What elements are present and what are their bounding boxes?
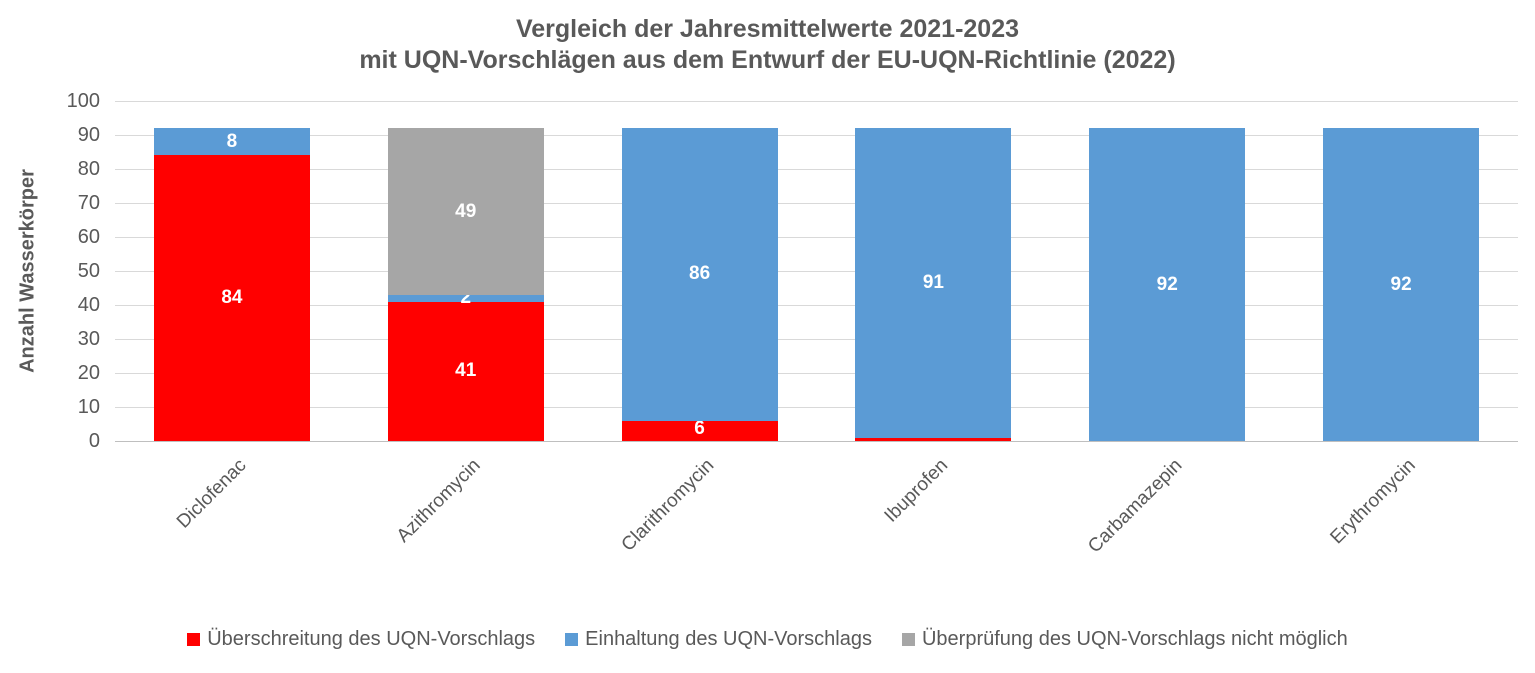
legend-swatch <box>901 633 915 646</box>
bar-value-label: 84 <box>221 287 243 309</box>
gridline <box>115 169 1518 170</box>
gridline <box>115 135 1518 136</box>
y-tick-label: 60 <box>77 226 100 248</box>
bar-value-label: 92 <box>1390 273 1412 295</box>
bar-segment <box>621 420 778 441</box>
y-tick-label: 0 <box>88 430 100 452</box>
bar-segment <box>1323 128 1480 441</box>
bar-segment <box>153 128 310 156</box>
bar-value-label: 86 <box>689 263 711 285</box>
x-category-label: Clarithromycin <box>617 455 719 556</box>
bar-value-label: 6 <box>694 418 705 439</box>
legend-item: Einhaltung des UQN-Vorschlags <box>565 628 872 651</box>
legend-swatch <box>187 633 201 646</box>
legend-item: Überprüfung des UQN-Vorschlags nicht mög… <box>901 628 1348 651</box>
bar-value-label: 91 <box>922 271 944 293</box>
bar-segment <box>1089 128 1246 441</box>
gridline <box>115 101 1518 102</box>
y-tick-label: 50 <box>77 260 100 282</box>
bar-value-label: 2 <box>460 287 472 309</box>
legend-item: Überschreitung des UQN-Vorschlags <box>187 628 535 651</box>
bar-segment <box>855 128 1012 438</box>
x-category-label: Ibuprofen <box>880 455 953 527</box>
bar-segment <box>153 155 310 441</box>
y-tick-label: 20 <box>77 362 100 384</box>
y-tick-label: 30 <box>77 328 100 350</box>
bar-segment <box>621 128 778 421</box>
chart-title: Vergleich der Jahresmittelwerte 2021-202… <box>0 14 1535 76</box>
y-tick-label: 90 <box>77 124 100 146</box>
legend-label: Einhaltung des UQN-Vorschlags <box>585 628 872 650</box>
bar-segment <box>387 128 544 295</box>
x-category-label: Carbamazepin <box>1083 455 1187 558</box>
gridline <box>115 203 1518 204</box>
y-tick-label: 40 <box>77 294 100 316</box>
legend-label: Überschreitung des UQN-Vorschlags <box>207 628 536 650</box>
y-tick-label: 70 <box>77 192 100 214</box>
bar-value-label: 8 <box>226 130 238 152</box>
chart-title-line-1: Vergleich der Jahresmittelwerte 2021-202… <box>515 15 1020 43</box>
legend: Überschreitung des UQN-Vorschlags Einhalt… <box>0 628 1535 651</box>
x-category-label: Azithromycin <box>392 455 485 547</box>
bar-value-label: 49 <box>455 200 477 222</box>
bar-segment <box>387 301 544 441</box>
chart-title-line-2: mit UQN-Vorschlägen aus dem Entwurf der … <box>359 46 1176 74</box>
bar-segment <box>855 437 1012 441</box>
gridline <box>115 305 1518 306</box>
legend-label: Überprüfung des UQN-Vorschlags nicht mög… <box>921 628 1348 650</box>
x-category-label: Diclofenac <box>173 455 251 533</box>
gridline <box>115 441 1518 442</box>
legend-swatch <box>565 633 579 646</box>
y-tick-label: 10 <box>77 396 100 418</box>
bar-segment <box>387 294 544 302</box>
y-tick-label: 100 <box>66 90 100 112</box>
bar-value-label: 92 <box>1156 273 1178 295</box>
gridline <box>115 407 1518 408</box>
gridline <box>115 271 1518 272</box>
bar-value-label: 41 <box>455 360 477 382</box>
gridline <box>115 339 1518 340</box>
y-tick-label: 80 <box>77 158 100 180</box>
x-category-label: Erythromycin <box>1326 455 1420 549</box>
gridline <box>115 237 1518 238</box>
gridline <box>115 373 1518 374</box>
